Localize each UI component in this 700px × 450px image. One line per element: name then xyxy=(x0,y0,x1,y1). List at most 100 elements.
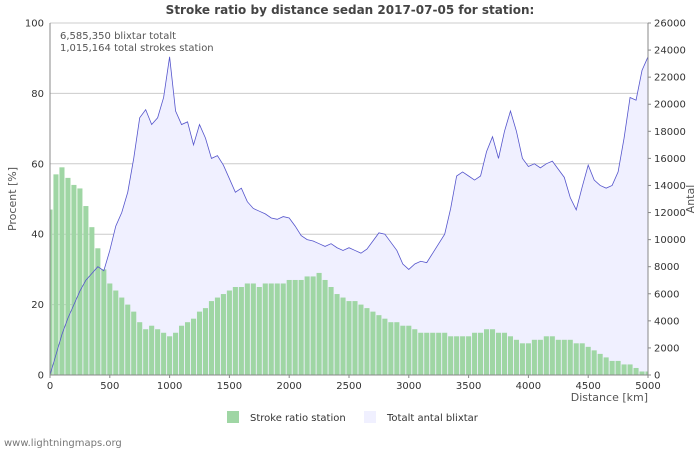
y-right-tick-label: 12000 xyxy=(654,208,686,219)
ratio-bar xyxy=(585,346,591,375)
ratio-bar xyxy=(125,304,131,375)
ratio-bar xyxy=(400,325,406,375)
annotation-total-lightning: 6,585,350 blixtar totalt xyxy=(60,31,176,42)
ratio-bar xyxy=(555,339,561,375)
ratio-bar xyxy=(190,318,197,375)
y-left-tick-label: 100 xyxy=(25,19,44,30)
ratio-bar xyxy=(208,301,215,375)
annotation-station-strokes: 1,015,164 total strokes station xyxy=(60,43,214,54)
ratio-bar xyxy=(77,188,83,375)
ratio-bar xyxy=(627,364,633,375)
ratio-bar xyxy=(280,283,286,375)
ratio-bar xyxy=(448,336,454,375)
ratio-bar xyxy=(119,297,125,375)
ratio-bar xyxy=(53,174,59,375)
ratio-bar xyxy=(334,294,340,375)
ratio-bar xyxy=(304,276,310,375)
ratio-bar xyxy=(340,297,346,375)
ratio-bar xyxy=(501,332,508,375)
ratio-bar xyxy=(244,283,250,375)
legend-swatch-total-strokes xyxy=(364,411,376,423)
ratio-bar xyxy=(639,371,645,375)
x-tick-label: 3000 xyxy=(396,381,421,392)
ratio-bar xyxy=(155,329,161,375)
ratio-bar xyxy=(394,322,400,375)
y-left-tick-label: 60 xyxy=(31,159,44,170)
footer-watermark: www.lightningmaps.org xyxy=(4,438,122,449)
ratio-bar xyxy=(436,332,442,375)
ratio-bar xyxy=(131,311,137,375)
ratio-bar xyxy=(424,332,430,375)
ratio-bar xyxy=(214,297,220,375)
y-right-tick-labels: 0 2000 4000 6000 8000 10000 12000 14000 16000 180… xyxy=(648,19,686,382)
ratio-bar xyxy=(292,279,298,375)
ratio-bar xyxy=(179,325,185,375)
y-right-tick-label: 8000 xyxy=(654,262,679,273)
y-right-tick-label: 6000 xyxy=(654,289,679,300)
ratio-bar xyxy=(495,332,502,375)
ratio-bar xyxy=(478,332,484,375)
x-tick-label: 2000 xyxy=(276,381,301,392)
stroke-ratio-bars xyxy=(50,167,648,375)
ratio-bar xyxy=(633,367,639,375)
ratio-bar xyxy=(406,325,412,375)
ratio-bar xyxy=(388,322,394,375)
ratio-bar xyxy=(89,227,95,375)
ratio-bar xyxy=(65,177,71,375)
ratio-bar xyxy=(59,167,65,375)
x-tick-label: 2500 xyxy=(336,381,361,392)
y-left-tick-label: 0 xyxy=(38,371,44,382)
ratio-bar xyxy=(513,339,519,375)
ratio-bar xyxy=(262,283,268,375)
ratio-bar xyxy=(113,290,119,375)
ratio-bar xyxy=(597,353,603,375)
ratio-bar xyxy=(525,343,531,375)
ratio-bar xyxy=(466,336,472,375)
chart-title: Stroke ratio by distance sedan 2017-07-0… xyxy=(166,3,535,17)
ratio-bar xyxy=(645,371,648,375)
ratio-bar xyxy=(382,318,388,375)
ratio-bar xyxy=(609,360,615,375)
ratio-bar xyxy=(220,294,226,375)
ratio-bar xyxy=(328,287,334,375)
ratio-bar xyxy=(173,332,179,375)
x-tick-label: 500 xyxy=(100,381,119,392)
ratio-bar xyxy=(489,329,496,375)
ratio-bar xyxy=(603,357,609,375)
ratio-bar xyxy=(268,283,274,375)
y-right-tick-label: 2000 xyxy=(654,343,679,354)
ratio-bar xyxy=(71,184,77,375)
ratio-bar xyxy=(483,329,490,375)
y-right-tick-label: 10000 xyxy=(654,235,686,246)
ratio-bar xyxy=(316,272,322,375)
ratio-bar xyxy=(226,290,232,375)
y-right-tick-label: 18000 xyxy=(654,127,686,138)
ratio-bar xyxy=(352,301,358,375)
y-right-tick-label: 24000 xyxy=(654,46,686,57)
ratio-bar xyxy=(579,343,585,375)
ratio-bar xyxy=(50,209,53,375)
ratio-bar xyxy=(507,336,514,375)
y-right-tick-label: 16000 xyxy=(654,154,686,165)
y-left-axis-label: Procent [%] xyxy=(6,167,19,231)
ratio-bar xyxy=(143,329,149,375)
ratio-bar xyxy=(310,276,316,375)
ratio-bar xyxy=(561,339,567,375)
ratio-bar xyxy=(83,206,89,375)
legend-swatch-station-ratio xyxy=(227,411,239,423)
y-left-tick-labels: 0 20 40 60 80 100 xyxy=(25,19,44,382)
ratio-bar xyxy=(549,336,555,375)
x-tick-label: 3500 xyxy=(456,381,481,392)
ratio-bar xyxy=(274,283,280,375)
legend-label-station-ratio: Stroke ratio station xyxy=(250,413,346,424)
y-right-tick-label: 22000 xyxy=(654,73,686,84)
ratio-bar xyxy=(101,269,107,375)
y-right-tick-label: 14000 xyxy=(654,181,686,192)
ratio-bar xyxy=(232,287,238,375)
ratio-bar xyxy=(161,332,167,375)
ratio-bar xyxy=(298,279,304,375)
ratio-bar xyxy=(418,332,424,375)
ratio-bar xyxy=(167,336,173,375)
x-tick-labels: 0 500 1000 1500 2000 2500 3000 3500 4000 4500 5000 xyxy=(47,375,661,392)
